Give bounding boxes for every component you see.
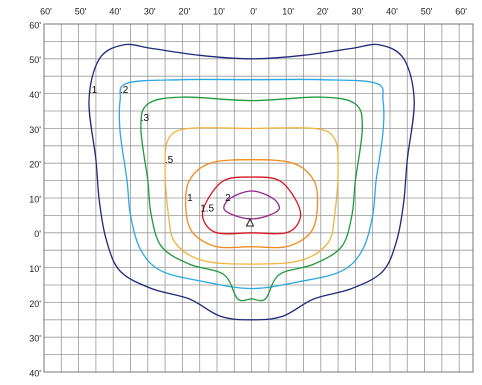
y-tick-label: 60' <box>29 20 41 30</box>
y-tick-label: 50' <box>29 55 41 65</box>
x-tick-label: 0' <box>250 6 257 16</box>
y-tick-label: 20' <box>29 299 41 309</box>
isoline-label: .1 <box>89 85 98 96</box>
luminaire-marker <box>245 217 255 227</box>
y-tick-label: 40' <box>29 90 41 100</box>
x-tick-label: 10' <box>282 6 294 16</box>
x-tick-label: 60' <box>455 6 467 16</box>
isoline <box>118 78 385 290</box>
y-tick-label: 40' <box>29 368 41 378</box>
isoline-label: 2 <box>225 193 231 204</box>
isoline <box>88 43 415 321</box>
x-tick-label: 50' <box>421 6 433 16</box>
isoline-label: 1 <box>187 193 193 204</box>
isoline-label: .5 <box>165 155 174 166</box>
x-tick-label: 20' <box>317 6 329 16</box>
x-tick-label: 20' <box>179 6 191 16</box>
isoline <box>201 176 302 235</box>
y-tick-label: 0' <box>34 229 41 239</box>
isoline <box>164 127 339 265</box>
isoline-label: .3 <box>141 113 150 124</box>
x-tick-label: 30' <box>352 6 364 16</box>
y-tick-label: 30' <box>29 125 41 135</box>
isoline <box>223 190 280 220</box>
x-tick-label: 40' <box>109 6 121 16</box>
isoline <box>184 159 319 249</box>
y-tick-label: 10' <box>29 194 41 204</box>
y-tick-label: 20' <box>29 160 41 170</box>
isoline <box>140 96 363 302</box>
x-tick-label: 10' <box>213 6 225 16</box>
plot-frame <box>43 23 474 373</box>
x-tick-label: 50' <box>75 6 87 16</box>
x-tick-label: 60' <box>40 6 52 16</box>
y-tick-label: 10' <box>29 264 41 274</box>
x-tick-label: 30' <box>144 6 156 16</box>
isoline-label: .2 <box>120 85 129 96</box>
x-tick-label: 40' <box>386 6 398 16</box>
isoline-label: 1.5 <box>200 204 214 215</box>
y-tick-label: 30' <box>29 334 41 344</box>
